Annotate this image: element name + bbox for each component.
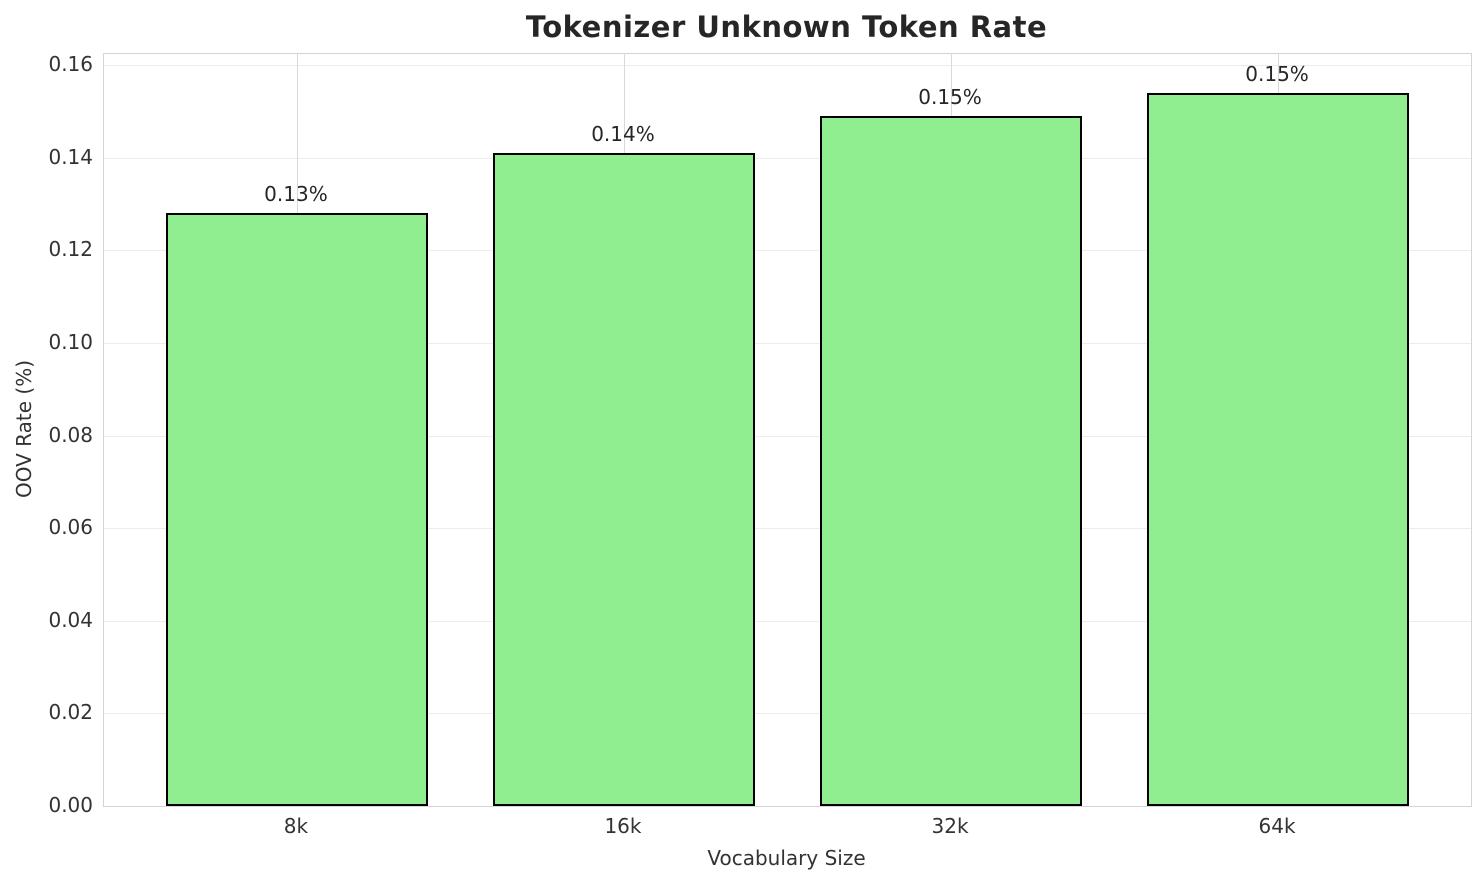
y-tick-label: 0.00 [48,793,93,817]
y-tick-label: 0.10 [48,329,93,354]
y-tick-label: 0.08 [48,422,93,447]
y-tick-label: 0.14 [48,144,93,169]
y-axis-label: OOV Rate (%) [12,360,36,498]
x-tick-label: 8k [283,814,309,838]
horizontal-gridline [104,528,1471,530]
horizontal-gridline [104,435,1471,437]
horizontal-gridline [104,620,1471,622]
chart-title: Tokenizer Unknown Token Rate [525,10,1048,44]
plot-area [103,53,1472,807]
y-tick-label: 0.06 [48,515,93,540]
horizontal-gridline [104,342,1471,344]
x-tick-label: 64k [1258,814,1296,838]
horizontal-gridline [104,157,1471,159]
x-axis-label: Vocabulary Size [707,846,866,870]
x-tick-label: 32k [931,814,969,838]
bar-8k [166,213,428,806]
horizontal-gridline [104,250,1471,252]
bar-value-label: 0.15% [918,85,982,110]
bar-value-label: 0.13% [264,182,328,207]
x-tick-label: 16k [604,814,642,838]
bar-16k [493,153,755,806]
y-tick-label: 0.12 [48,237,93,262]
bar-32k [820,116,1082,806]
y-tick-label: 0.16 [48,52,93,77]
bar-value-label: 0.15% [1245,61,1309,86]
bar-64k [1147,92,1409,806]
horizontal-gridline [104,65,1471,67]
y-tick-label: 0.02 [48,700,93,725]
horizontal-gridline [104,713,1471,715]
bar-value-label: 0.14% [591,122,655,147]
y-tick-label: 0.04 [48,607,93,632]
